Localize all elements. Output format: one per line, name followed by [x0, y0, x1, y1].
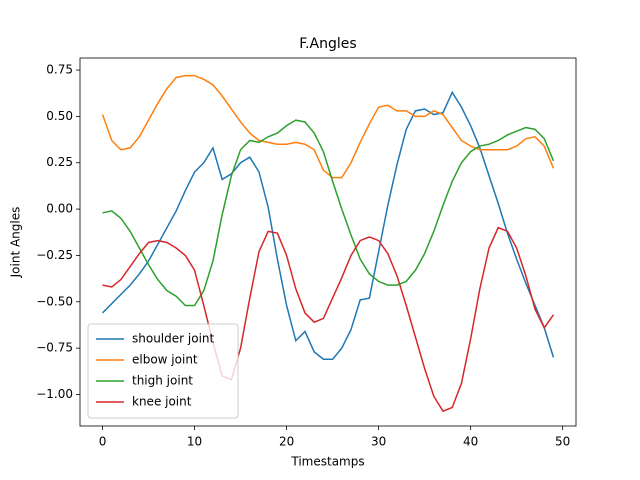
y-tick-label: −1.00	[36, 387, 73, 401]
y-tick-label: −0.50	[36, 294, 73, 308]
x-tick-label: 20	[279, 435, 294, 449]
plot-frame	[79, 57, 577, 427]
x-tick-label: 0	[99, 435, 107, 449]
series-line	[102, 226, 555, 413]
y-tick-label: 0.75	[46, 63, 73, 77]
y-tick-label: 0.00	[46, 202, 73, 216]
y-tick-label: 0.50	[46, 109, 73, 123]
legend-label: knee joint	[132, 395, 192, 409]
y-tick-label: 0.25	[46, 155, 73, 169]
series-line	[102, 90, 555, 361]
x-axis-label: Timestamps	[290, 455, 364, 469]
legend-label: elbow joint	[132, 353, 198, 367]
x-tick-label: 40	[463, 435, 478, 449]
x-tick-label: 50	[555, 435, 570, 449]
y-tick-label: −0.25	[36, 248, 73, 262]
x-tick-label: 30	[371, 435, 386, 449]
legend-label: shoulder joint	[132, 332, 215, 346]
series-line	[102, 119, 555, 307]
y-tick-label: −0.75	[36, 341, 73, 355]
legend-label: thigh joint	[132, 374, 193, 388]
legend-box	[87, 323, 239, 419]
series-line	[101, 74, 555, 179]
chart-title: F.Angles	[299, 36, 356, 52]
y-axis-label: Joint Angles	[9, 207, 23, 279]
x-tick-label: 10	[187, 435, 202, 449]
